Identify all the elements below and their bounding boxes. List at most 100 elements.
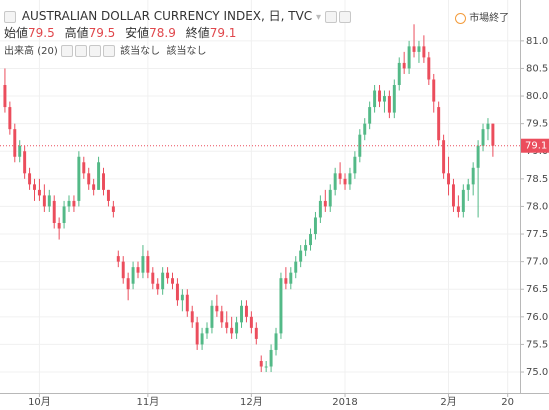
dropdown-icon[interactable]: ▾	[316, 12, 322, 23]
candle-body	[378, 90, 382, 102]
y-tick-label: 78.0	[526, 201, 548, 212]
candle-body	[333, 173, 337, 190]
candle-body	[3, 85, 7, 108]
candle-body	[82, 162, 86, 174]
candle-body	[323, 200, 327, 207]
candle-body	[97, 162, 101, 190]
candle-body	[299, 250, 303, 262]
candle-body	[313, 217, 317, 235]
candle-body	[343, 178, 347, 185]
candle-body	[8, 107, 12, 130]
candle-body	[447, 173, 451, 185]
candle-body	[269, 349, 273, 367]
candle-body	[466, 184, 470, 190]
candle-body	[432, 79, 436, 102]
candle-body	[392, 85, 396, 113]
candle-body	[294, 261, 298, 273]
high-value: 79.5	[88, 26, 116, 40]
market-status: 市場終了	[455, 9, 509, 24]
candle-body	[180, 294, 184, 301]
candle-body	[368, 107, 372, 124]
y-tick-label: 76.5	[526, 284, 548, 295]
candle-body	[309, 234, 312, 246]
y-tick-label: 76.0	[526, 312, 548, 323]
close-icon[interactable]	[102, 45, 115, 57]
last-price-label: 79.1	[525, 141, 547, 152]
y-tick-label: 75.5	[526, 339, 548, 350]
settings-icon[interactable]	[74, 45, 87, 57]
candle-body	[136, 267, 140, 273]
candle-body	[146, 256, 150, 273]
x-tick-label: 10月	[28, 396, 51, 408]
format-icon[interactable]	[88, 45, 101, 57]
candle-body	[338, 173, 342, 179]
volume-label: 出来高	[4, 46, 34, 57]
candle-body	[47, 195, 51, 207]
candle-body	[111, 206, 115, 212]
candle-body	[289, 272, 293, 284]
status-icon	[455, 12, 466, 24]
high-label: 高値	[64, 26, 89, 40]
y-tick-label: 77.0	[526, 257, 548, 268]
candle-body	[456, 206, 460, 212]
eye-icon[interactable]	[60, 45, 73, 57]
open-label: 始値	[4, 26, 29, 40]
settings-icon[interactable]	[324, 10, 337, 23]
candle-body	[358, 134, 362, 157]
ohlc-row: 始値79.5 高値79.5 安値78.9 終値79.1	[4, 24, 242, 41]
candle-body	[235, 322, 239, 334]
candle-body	[62, 206, 66, 223]
candle-body	[225, 322, 229, 328]
close-icon[interactable]	[338, 10, 351, 23]
candle-body	[259, 360, 263, 367]
candle-body	[417, 46, 421, 52]
candle-body	[116, 256, 120, 262]
y-tick-label: 77.5	[526, 229, 548, 240]
candle-body	[304, 245, 308, 251]
candle-body	[328, 189, 332, 207]
candle-body	[171, 278, 174, 284]
y-tick-label: 75.0	[526, 367, 548, 378]
volume-value: 該当なし	[120, 46, 161, 57]
candle-body	[200, 333, 204, 345]
candle-body	[156, 283, 160, 290]
close-label: 終値	[185, 26, 210, 40]
candle-body	[279, 278, 283, 334]
candle-body	[92, 184, 96, 190]
candle-body	[244, 305, 248, 317]
y-tick-label: 80.5	[526, 63, 548, 74]
collapse-icon[interactable]	[4, 10, 16, 23]
candle-body	[476, 145, 480, 168]
candle-body	[13, 129, 17, 157]
candle-body	[161, 272, 165, 290]
volume-period: (20)	[37, 46, 58, 57]
x-tick-label: 11月	[137, 396, 160, 408]
volume-row: 出来高 (20) 該当なし 該当なし	[4, 42, 206, 57]
chart-title: AUSTRALIAN DOLLAR CURRENCY INDEX, 日, TVC	[21, 9, 313, 23]
candle-body	[126, 278, 130, 290]
candle-body	[52, 200, 56, 223]
candle-body	[274, 333, 278, 350]
candle-body	[77, 156, 81, 201]
close-value: 79.1	[209, 26, 237, 40]
candle-body	[397, 62, 401, 86]
candle-body	[28, 173, 32, 185]
x-tick-label: 2月	[440, 396, 456, 408]
candle-body	[471, 167, 475, 185]
candle-body	[442, 140, 446, 174]
candle-body	[264, 366, 268, 368]
candle-body	[72, 200, 76, 207]
candle-body	[427, 57, 431, 80]
candle-body	[402, 62, 406, 69]
low-label: 安値	[125, 26, 150, 40]
candle-body	[141, 256, 145, 273]
last-price-box	[521, 138, 549, 153]
y-tick-label: 80.0	[526, 91, 548, 102]
candle-body	[121, 261, 125, 279]
candle-body	[57, 222, 61, 229]
x-tick-label: 2018	[332, 397, 357, 408]
x-tick-label: 12月	[240, 396, 263, 408]
y-tick-label: 81.0	[526, 36, 548, 47]
